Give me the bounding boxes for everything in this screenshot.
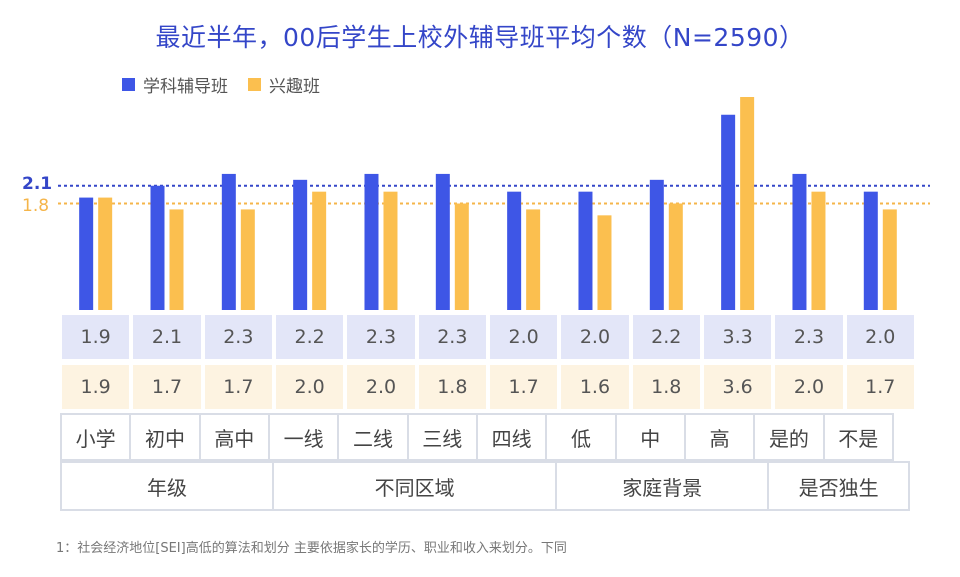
value-label-academic-10: 2.3 xyxy=(773,313,845,361)
bar-academic-6 xyxy=(507,191,522,310)
value-label-academic-11: 2.0 xyxy=(844,313,916,361)
category-label-8: 中 xyxy=(614,413,686,461)
bar-academic-8 xyxy=(649,179,664,310)
chart-title: 最近半年，00后学生上校外辅导班平均个数（N=2590） xyxy=(155,23,805,52)
bar-academic-2 xyxy=(221,173,236,310)
category-label-9: 高 xyxy=(683,413,756,461)
value-label-interest-3: 2.0 xyxy=(273,363,346,411)
legend-item-interest: 兴趣班 xyxy=(248,72,320,97)
value-label-interest-11: 1.7 xyxy=(844,363,916,411)
bar-academic-11 xyxy=(863,191,878,310)
bar-interest-10 xyxy=(811,191,826,310)
value-label-interest-5: 1.8 xyxy=(416,363,488,411)
value-label-academic-6: 2.0 xyxy=(487,313,560,361)
group-label-1: 不同区域 xyxy=(271,461,558,511)
value-label-interest-6: 1.7 xyxy=(487,363,560,411)
bar-chart xyxy=(58,97,930,310)
value-label-interest-8: 1.8 xyxy=(630,363,702,411)
bar-interest-6 xyxy=(526,209,541,310)
category-label-10: 是的 xyxy=(753,413,825,461)
value-label-interest-9: 3.6 xyxy=(701,363,774,411)
value-label-academic-2: 2.3 xyxy=(202,313,274,361)
value-label-academic-7: 2.0 xyxy=(559,313,631,361)
bar-academic-3 xyxy=(293,179,308,310)
bar-academic-0 xyxy=(79,197,94,310)
bar-interest-7 xyxy=(597,215,612,310)
category-label-6: 四线 xyxy=(475,413,548,461)
category-label-2: 高中 xyxy=(198,413,270,461)
bar-interest-2 xyxy=(240,209,255,310)
category-label-5: 三线 xyxy=(406,413,478,461)
bar-interest-0 xyxy=(98,197,113,310)
category-label-7: 低 xyxy=(545,413,617,461)
bar-interest-1 xyxy=(169,209,184,310)
bar-interest-8 xyxy=(668,203,683,310)
bar-interest-5 xyxy=(454,203,469,310)
legend-item-academic: 学科辅导班 xyxy=(122,72,228,97)
reference-label-interest: 1.8 xyxy=(22,196,50,216)
value-label-interest-10: 2.0 xyxy=(773,363,845,411)
category-label-4: 二线 xyxy=(337,413,409,461)
group-label-3: 是否独生 xyxy=(767,461,910,511)
reference-label-academic: 2.1 xyxy=(22,174,53,194)
value-row-interest: 1.9 1.7 1.7 2.0 2.0 1.8 1.7 1.6 1.8 3.6 2.0 1.7 xyxy=(60,363,916,411)
value-label-interest-7: 1.6 xyxy=(559,363,631,411)
bar-academic-1 xyxy=(150,185,165,310)
value-label-interest-4: 2.0 xyxy=(345,363,417,411)
value-label-academic-1: 2.1 xyxy=(131,313,203,361)
value-label-academic-5: 2.3 xyxy=(416,313,488,361)
value-label-academic-4: 2.3 xyxy=(345,313,417,361)
bar-interest-4 xyxy=(383,191,398,310)
legend-swatch-interest xyxy=(248,78,261,91)
bar-academic-9 xyxy=(721,114,736,310)
category-label-0: 小学 xyxy=(60,413,132,461)
bar-academic-5 xyxy=(435,173,450,310)
bar-academic-4 xyxy=(364,173,379,310)
value-label-interest-0: 1.9 xyxy=(60,363,132,411)
group-row: 年级 不同区域 家庭背景 是否独生 xyxy=(60,461,916,511)
legend-label-interest: 兴趣班 xyxy=(269,77,320,97)
bar-academic-10 xyxy=(792,173,807,310)
value-label-academic-3: 2.2 xyxy=(273,313,346,361)
category-label-11: 不是 xyxy=(822,413,894,461)
category-label-1: 初中 xyxy=(129,413,201,461)
value-label-interest-2: 1.7 xyxy=(202,363,274,411)
group-label-0: 年级 xyxy=(60,461,274,511)
footnote: 1：社会经济地位[SEI]高低的算法和划分 主要依据家长的学历、职业和收入来划分… xyxy=(56,541,567,556)
value-label-academic-8: 2.2 xyxy=(630,313,702,361)
legend: 学科辅导班 兴趣班 xyxy=(122,72,320,97)
legend-swatch-academic xyxy=(122,78,135,91)
bar-interest-11 xyxy=(882,209,897,310)
value-label-interest-1: 1.7 xyxy=(131,363,203,411)
bar-interest-9 xyxy=(740,97,755,310)
group-label-2: 家庭背景 xyxy=(555,461,770,511)
value-label-academic-0: 1.9 xyxy=(60,313,132,361)
value-row-academic: 1.9 2.1 2.3 2.2 2.3 2.3 2.0 2.0 2.2 3.3 2.3 2.0 xyxy=(60,313,916,361)
category-row: 小学 初中 高中 一线 二线 三线 四线低中高是的 不是 xyxy=(60,413,916,461)
bar-academic-7 xyxy=(578,191,593,310)
bar-interest-3 xyxy=(312,191,327,310)
legend-label-academic: 学科辅导班 xyxy=(143,77,228,97)
category-label-3: 一线 xyxy=(267,413,340,461)
value-label-academic-9: 3.3 xyxy=(701,313,774,361)
